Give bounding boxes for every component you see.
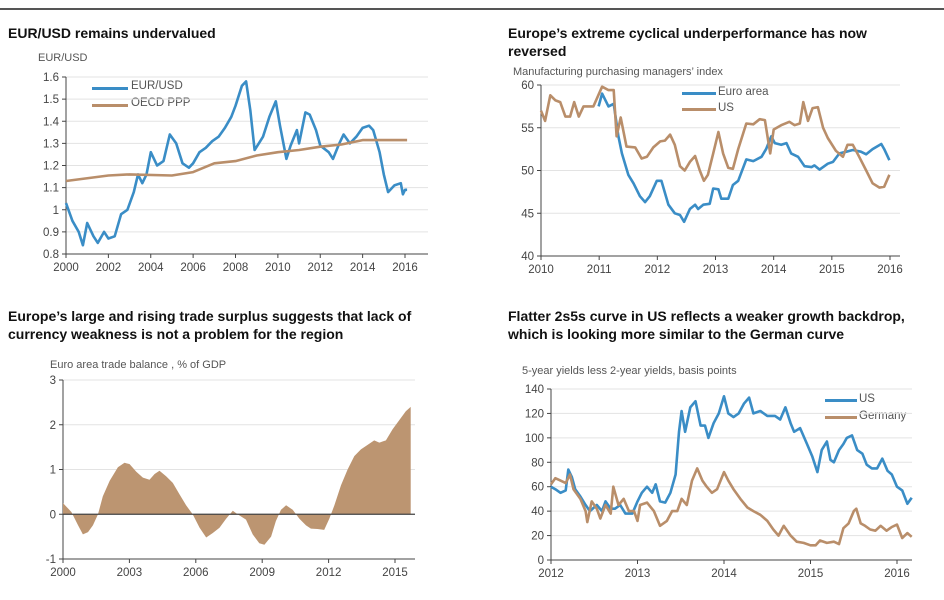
chart-1: 0.8 0.9 1 1.1 1.2 1.3 1.4 1.5 1.6 2000 2002 2004 200… [43, 72, 428, 274]
legend-label-eurusd: EUR/USD [131, 80, 183, 92]
legend-swatch-oecd-ppp [92, 104, 128, 107]
chart3-subtitle: Euro area trade balance , % of GDP [50, 359, 227, 371]
legend-label-euro-area: Euro area [718, 86, 769, 98]
y-tick-label: 1.5 [43, 94, 59, 106]
y-tick-label: 45 [521, 208, 534, 220]
y-tick-label: 60 [531, 482, 544, 494]
x-tick-label: 2000 [53, 262, 79, 274]
series-line-us [550, 394, 913, 515]
x-tick-label: 2012 [307, 262, 333, 274]
y-tick-label: -1 [46, 554, 56, 566]
x-tick-label: 2012 [316, 567, 342, 579]
chart1-title: EUR/USD remains undervalued [8, 25, 216, 41]
series-line-germany [549, 467, 913, 547]
legend-label-us: US [718, 102, 734, 114]
y-tick-label: 0.8 [43, 249, 59, 261]
chart4-subtitle: 5-year yields less 2-year yields, basis … [522, 365, 737, 377]
chart-4: 0 20 40 60 80 100 120 140 2012 2013 2014 2015 2016 [525, 384, 913, 580]
x-tick-label: 2010 [265, 262, 291, 274]
y-tick-label: 40 [531, 506, 544, 518]
x-tick-label: 2011 [587, 264, 612, 276]
y-tick-label: 55 [521, 123, 534, 135]
legend-label-us-curve: US [859, 393, 875, 405]
x-tick-label: 2015 [382, 567, 408, 579]
y-tick-label: 100 [525, 433, 544, 445]
y-tick-label: 3 [50, 375, 56, 387]
x-tick-label: 2008 [223, 262, 249, 274]
x-tick-label: 2014 [761, 264, 787, 276]
x-tick-label: 2006 [183, 567, 209, 579]
chart4-title-line1: Flatter 2s5s curve in US reflects a weak… [508, 308, 905, 324]
series-line-eur-usd [64, 80, 408, 247]
y-tick-label: 1.3 [43, 138, 59, 150]
y-tick-label: 1 [53, 205, 59, 217]
chart3-title-line2: currency weakness is not a problem for t… [8, 326, 344, 342]
x-tick-label: 2012 [538, 568, 564, 580]
x-tick-label: 2014 [350, 262, 376, 274]
chart-3: -1 0 1 2 3 2000 2003 2006 2009 2012 2015 [46, 375, 415, 579]
y-tick-label: 50 [521, 166, 534, 178]
legend-swatch-germany [825, 416, 857, 419]
y-tick-label: 1.6 [43, 72, 59, 84]
x-tick-label: 2013 [625, 568, 651, 580]
y-tick-label: 1 [50, 465, 56, 477]
chart3-title-line1: Europe’s large and rising trade surplus … [8, 308, 412, 324]
x-tick-label: 2016 [392, 262, 418, 274]
legend-swatch-euro-area [682, 92, 716, 95]
x-tick-label: 2014 [711, 568, 737, 580]
chart2-title-line2: reversed [508, 43, 567, 59]
series-line-euro-area [597, 92, 891, 224]
legend-label-oecd-ppp: OECD PPP [131, 97, 191, 109]
x-tick-label: 2012 [645, 264, 671, 276]
y-tick-label: 140 [525, 384, 544, 396]
x-tick-label: 2015 [798, 568, 824, 580]
y-tick-label: 20 [531, 531, 544, 543]
y-tick-label: 1.1 [43, 183, 59, 195]
y-tick-label: 2 [50, 420, 56, 432]
x-tick-label: 2009 [249, 567, 275, 579]
y-tick-label: 0 [50, 509, 56, 521]
trade-balance-area [63, 406, 411, 545]
x-tick-label: 2006 [180, 262, 206, 274]
y-tick-label: 80 [531, 457, 544, 469]
y-tick-label: 40 [521, 251, 534, 263]
y-tick-label: 1.2 [43, 161, 59, 173]
y-tick-label: 0.9 [43, 227, 59, 239]
y-tick-label: 0 [538, 555, 544, 567]
chart2-subtitle: Manufacturing purchasing managers’ index [513, 66, 723, 78]
series-line-oecd-ppp [65, 138, 408, 183]
x-tick-label: 2016 [884, 568, 910, 580]
x-tick-label: 2004 [138, 262, 164, 274]
legend-swatch-us [682, 108, 716, 111]
legend-swatch-eurusd [92, 87, 128, 90]
chart1-ylabel: EUR/USD [38, 52, 88, 64]
top-rule [0, 8, 944, 10]
y-tick-label: 1.4 [43, 116, 60, 128]
y-tick-label: 60 [521, 80, 534, 92]
x-tick-label: 2015 [819, 264, 845, 276]
legend-swatch-us-curve [825, 399, 857, 402]
x-tick-label: 2016 [877, 264, 903, 276]
x-tick-label: 2013 [703, 264, 729, 276]
x-tick-label: 2003 [117, 567, 143, 579]
x-tick-label: 2002 [96, 262, 122, 274]
chart4-title-line2: which is looking more similar to the Ger… [508, 326, 845, 342]
series-line-us [539, 85, 891, 189]
chart-2: 40 45 50 55 60 2010 2011 2012 2013 2014 2015 2016 [521, 80, 903, 276]
x-tick-label: 2010 [528, 264, 554, 276]
chart2-title-line1: Europe’s extreme cyclical underperforman… [508, 25, 867, 41]
x-tick-label: 2000 [50, 567, 76, 579]
y-tick-label: 120 [525, 408, 544, 420]
